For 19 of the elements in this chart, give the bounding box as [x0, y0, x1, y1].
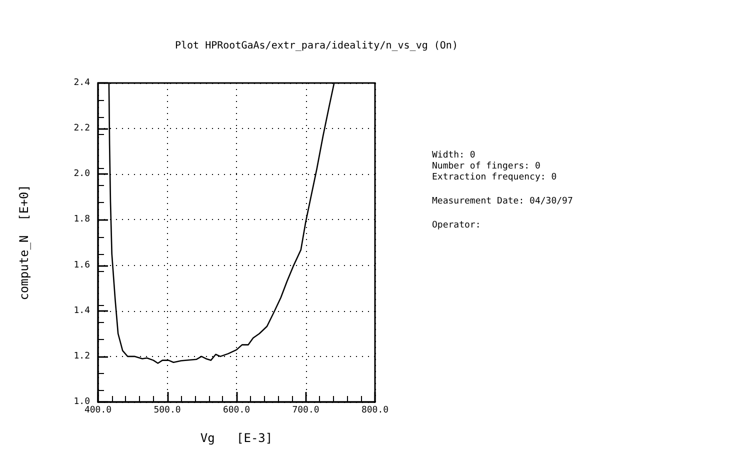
y-tick-label: 2.4 [74, 78, 90, 88]
y-tick-label: 1.0 [74, 397, 90, 407]
text: Operator: [432, 220, 481, 230]
y-tick-label: 1.6 [74, 260, 90, 270]
y-tick-label: 2.2 [74, 124, 90, 134]
y-tick-label: 1.4 [74, 306, 90, 316]
x-tick-label: 700.0 [292, 406, 320, 416]
y-tick-label: 1.2 [74, 351, 90, 362]
y-axis-title: compute_N [E+0] [17, 184, 31, 300]
chart-title: Plot HPRootGaAs/extr_para/ideality/n_vs_vg (On) [175, 40, 458, 52]
y-tick-label: 2.0 [74, 169, 90, 180]
x-tick-label: 600.0 [222, 406, 250, 416]
text: Width: 0 Number of fingers: 0 Extraction frequency: 0 [432, 150, 557, 182]
y-tick-label: 1.8 [74, 214, 90, 225]
text: Measurement Date: 04/30/97 [432, 196, 573, 206]
x-tick-label: 800.0 [361, 406, 389, 416]
x-tick-label: 500.0 [154, 406, 181, 416]
x-tick-label: 400.0 [84, 406, 112, 416]
x-axis-title: Vg [E-3] [200, 431, 273, 445]
